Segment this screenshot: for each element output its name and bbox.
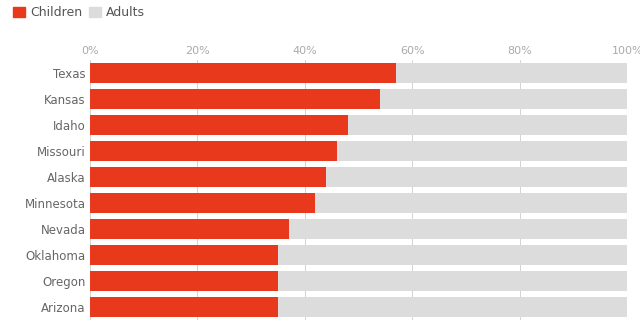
- Bar: [90, 245, 278, 265]
- Bar: [90, 219, 289, 239]
- Bar: [90, 245, 627, 265]
- Bar: [90, 89, 627, 109]
- Bar: [90, 141, 337, 161]
- Bar: [90, 297, 278, 317]
- Bar: [90, 167, 627, 187]
- Bar: [90, 89, 380, 109]
- Bar: [90, 167, 326, 187]
- Bar: [90, 115, 627, 135]
- Bar: [90, 63, 396, 83]
- Bar: [90, 297, 627, 317]
- Bar: [90, 219, 627, 239]
- Bar: [90, 193, 316, 213]
- Bar: [90, 271, 278, 291]
- Bar: [90, 141, 627, 161]
- Bar: [90, 115, 348, 135]
- Bar: [90, 193, 627, 213]
- Bar: [90, 271, 627, 291]
- Legend: Children, Adults: Children, Adults: [13, 6, 145, 19]
- Bar: [90, 63, 627, 83]
